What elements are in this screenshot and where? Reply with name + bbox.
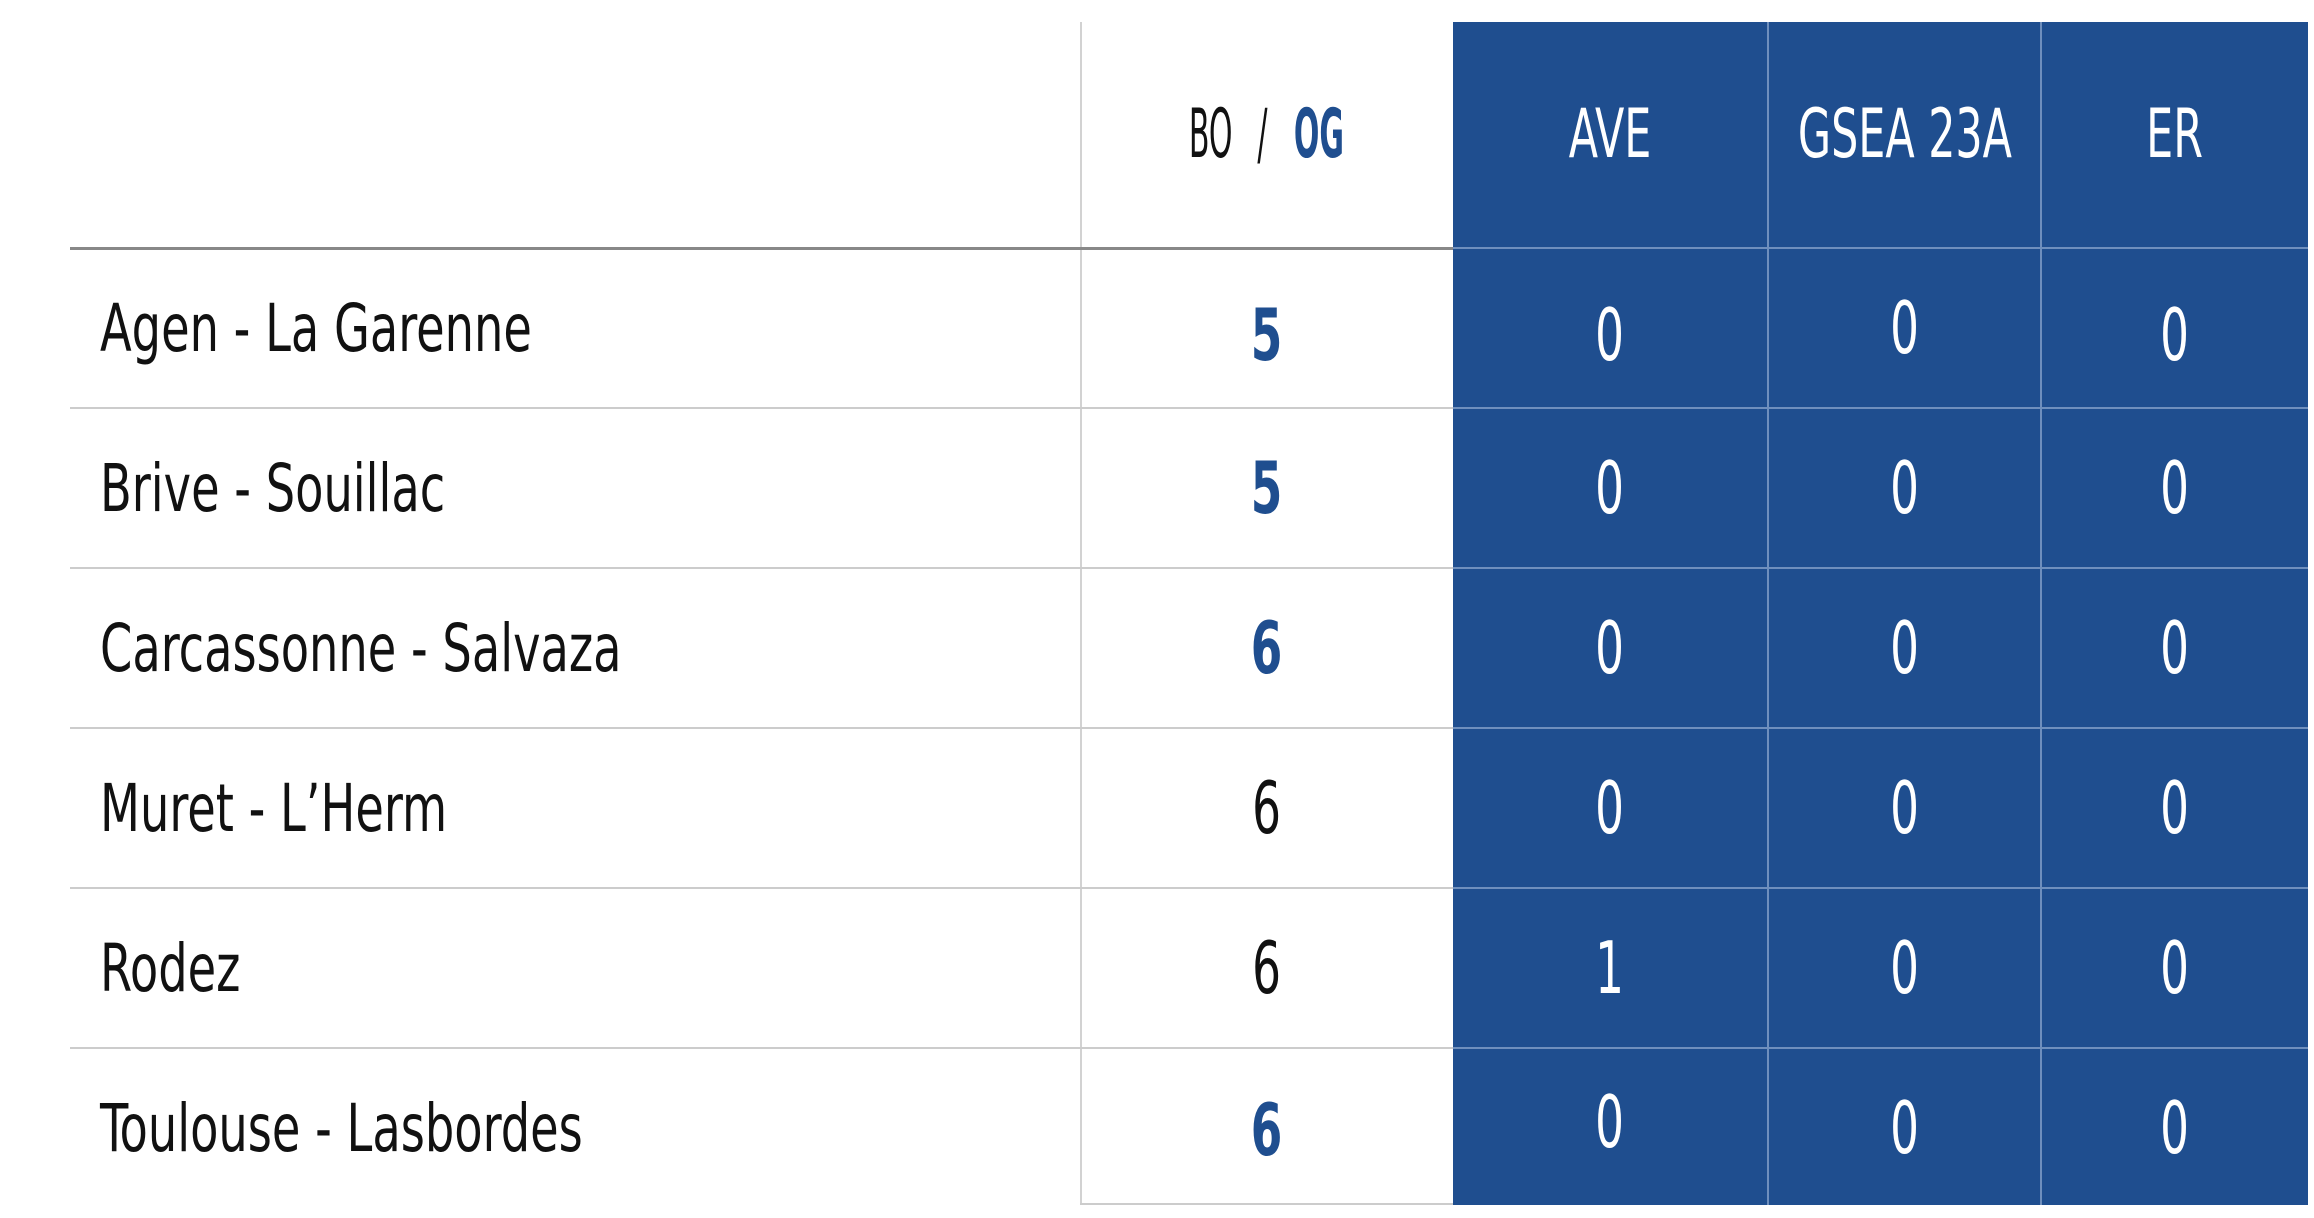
row-ave-value: 0: [1595, 606, 1625, 690]
row-divider-blue: [1453, 1047, 2308, 1049]
row-name: Rodez: [100, 929, 241, 1007]
row-divider-blue: [1453, 887, 2308, 889]
row-ave-value: 0: [1595, 293, 1625, 377]
row-divider: [70, 887, 1453, 889]
row-name: Agen - La Garenne: [100, 289, 532, 367]
row-gsea-value: 0: [1890, 606, 1919, 690]
row-gsea-value: 0: [1890, 766, 1919, 850]
row-er-value: 0: [2160, 293, 2190, 377]
divider-gsea-er: [2040, 22, 2042, 1205]
table-bottom-rule: [1080, 1203, 1453, 1205]
row-divider: [70, 407, 1453, 409]
row-name: Muret - L’Herm: [100, 769, 448, 847]
row-ave-value: 0: [1595, 446, 1625, 530]
header-gsea: GSEA 23A: [1769, 22, 2040, 247]
row-bo-og-value: 5: [1251, 446, 1283, 530]
row-divider: [70, 1047, 1453, 1049]
row-name: Carcassonne - Salvaza: [100, 609, 622, 687]
row-er-value: 0: [2160, 606, 2190, 690]
row-ave-value: 0: [1595, 766, 1625, 850]
row-er-value: 0: [2160, 766, 2190, 850]
row-name: Brive - Souillac: [100, 449, 446, 527]
header-bo-og: BO / OG: [1082, 22, 1452, 247]
row-gsea-value: 0: [1890, 446, 1919, 530]
header-og-label: OG: [1293, 95, 1344, 174]
row-gsea-value: 0: [1890, 1086, 1919, 1170]
row-name: Toulouse - Lasbordes: [100, 1089, 583, 1167]
row-bo-og-value: 6: [1251, 1088, 1283, 1172]
header-ave-label: AVE: [1568, 95, 1652, 174]
header-ave: AVE: [1453, 22, 1767, 247]
header-bottom-rule: [70, 247, 1453, 250]
row-divider: [70, 727, 1453, 729]
header-gsea-label: GSEA 23A: [1797, 95, 2012, 174]
header-separator: /: [1257, 95, 1268, 174]
row-er-value: 0: [2160, 446, 2190, 530]
divider-name-bo: [1080, 22, 1082, 1205]
row-bo-og-value: 5: [1251, 293, 1283, 377]
divider-ave-gsea: [1767, 22, 1769, 1205]
row-bo-og-value: 6: [1251, 606, 1283, 690]
row-divider-blue: [1453, 567, 2308, 569]
row-divider-blue: [1453, 727, 2308, 729]
row-bo-og-value: 6: [1252, 926, 1282, 1010]
header-er-label: ER: [2146, 95, 2204, 174]
row-ave-value: 0: [1595, 1080, 1625, 1164]
row-er-value: 0: [2160, 1086, 2190, 1170]
row-gsea-value: 0: [1890, 286, 1919, 370]
row-bo-og-value: 6: [1252, 766, 1282, 850]
blue-panel: [1453, 22, 2308, 1205]
header-bottom-rule-blue: [1453, 247, 2308, 249]
header-er: ER: [2042, 22, 2308, 247]
row-ave-value: 1: [1595, 926, 1625, 1010]
header-bo-label: BO: [1188, 95, 1233, 174]
row-divider: [70, 567, 1453, 569]
row-er-value: 0: [2160, 926, 2190, 1010]
row-divider-blue: [1453, 407, 2308, 409]
row-gsea-value: 0: [1890, 926, 1919, 1010]
